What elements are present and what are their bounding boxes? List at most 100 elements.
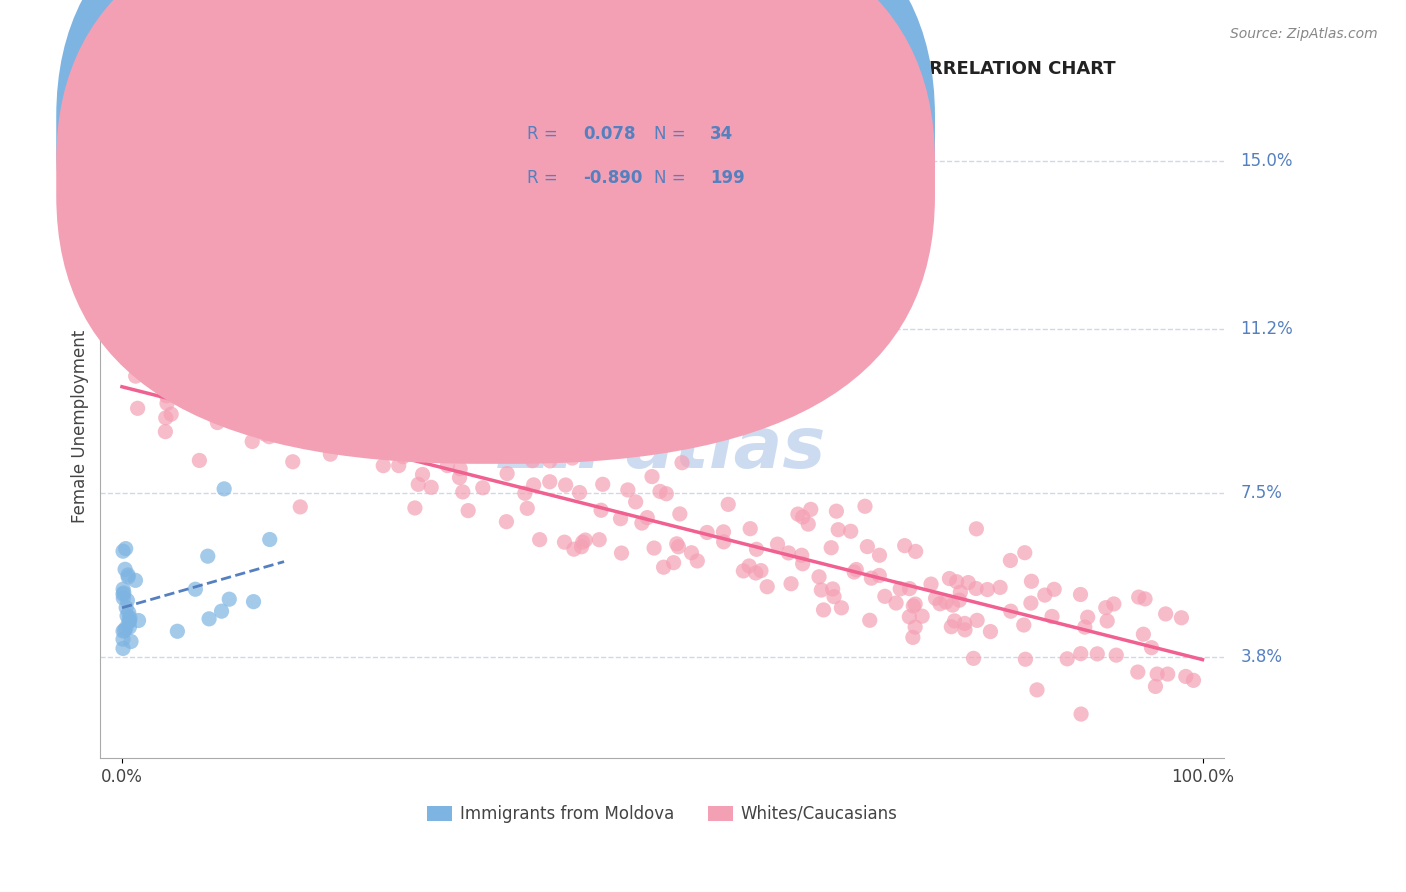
- Point: [1132, 627, 1154, 641]
- Point: [112, 632, 135, 647]
- Point: [429, 442, 451, 456]
- Point: [1014, 652, 1036, 666]
- Point: [198, 612, 221, 626]
- Text: R =: R =: [527, 169, 558, 187]
- Point: [1043, 582, 1066, 597]
- Point: [929, 597, 952, 611]
- Point: [554, 478, 576, 492]
- Point: [1026, 682, 1049, 697]
- Point: [957, 575, 980, 590]
- Point: [884, 596, 907, 610]
- Point: [1056, 652, 1078, 666]
- Point: [294, 403, 316, 417]
- Point: [408, 435, 430, 450]
- Point: [319, 447, 342, 461]
- Point: [686, 554, 709, 568]
- Point: [496, 467, 519, 481]
- Point: [780, 576, 803, 591]
- Point: [524, 445, 547, 459]
- Point: [643, 541, 665, 555]
- Point: [869, 548, 891, 562]
- Point: [713, 534, 735, 549]
- Point: [681, 546, 703, 560]
- Point: [1126, 665, 1149, 679]
- Text: IMMIGRANTS FROM MOLDOVA VS WHITE/CAUCASIAN FEMALE UNEMPLOYMENT CORRELATION CHART: IMMIGRANTS FROM MOLDOVA VS WHITE/CAUCASI…: [100, 60, 1116, 78]
- Point: [893, 539, 915, 553]
- Point: [513, 486, 536, 500]
- Point: [827, 523, 849, 537]
- Point: [218, 592, 240, 607]
- Point: [652, 560, 675, 574]
- Text: 11.2%: 11.2%: [1240, 320, 1294, 338]
- Point: [810, 582, 832, 597]
- Point: [516, 501, 538, 516]
- Point: [568, 485, 591, 500]
- Point: [821, 582, 844, 596]
- Point: [873, 590, 896, 604]
- Point: [114, 562, 136, 576]
- Point: [979, 624, 1001, 639]
- Point: [665, 537, 688, 551]
- Point: [527, 442, 550, 457]
- Text: 0.078: 0.078: [583, 125, 636, 143]
- Point: [813, 603, 835, 617]
- Point: [792, 510, 814, 524]
- Point: [207, 416, 229, 430]
- Point: [766, 537, 789, 551]
- Point: [903, 599, 925, 613]
- Point: [945, 574, 967, 589]
- Y-axis label: Female Unemployment: Female Unemployment: [72, 330, 89, 523]
- Point: [495, 515, 517, 529]
- Point: [281, 455, 304, 469]
- Point: [860, 571, 883, 585]
- Point: [155, 410, 177, 425]
- Point: [1033, 588, 1056, 602]
- Point: [259, 533, 281, 547]
- Point: [1157, 667, 1180, 681]
- Point: [562, 542, 585, 557]
- Point: [115, 621, 138, 635]
- Point: [420, 480, 443, 494]
- Point: [948, 593, 970, 607]
- Point: [717, 497, 740, 511]
- Point: [749, 564, 772, 578]
- Point: [449, 470, 471, 484]
- Point: [1095, 614, 1118, 628]
- Point: [1174, 669, 1197, 683]
- Point: [1128, 590, 1150, 604]
- Point: [112, 544, 135, 558]
- Point: [966, 613, 988, 627]
- Point: [713, 524, 735, 539]
- Point: [696, 525, 718, 540]
- Point: [797, 517, 820, 532]
- Point: [404, 500, 426, 515]
- Point: [118, 620, 141, 634]
- Point: [800, 502, 823, 516]
- Point: [127, 401, 149, 416]
- Point: [733, 564, 755, 578]
- Point: [924, 591, 946, 606]
- Point: [538, 447, 561, 461]
- Point: [669, 507, 692, 521]
- Point: [845, 562, 868, 576]
- Point: [868, 568, 890, 582]
- Point: [962, 651, 984, 665]
- Point: [1014, 546, 1036, 560]
- Point: [457, 503, 479, 517]
- Point: [787, 507, 810, 521]
- Point: [112, 641, 135, 656]
- Text: 3.8%: 3.8%: [1240, 648, 1282, 665]
- Point: [117, 593, 139, 607]
- Point: [308, 432, 330, 446]
- Point: [160, 407, 183, 421]
- Text: N =: N =: [654, 169, 685, 187]
- Point: [112, 586, 135, 600]
- Point: [1094, 600, 1116, 615]
- Point: [231, 355, 253, 369]
- Point: [118, 614, 141, 628]
- Point: [1012, 618, 1035, 632]
- Point: [898, 610, 921, 624]
- Point: [115, 600, 138, 615]
- Point: [1140, 640, 1163, 655]
- Point: [1182, 673, 1205, 688]
